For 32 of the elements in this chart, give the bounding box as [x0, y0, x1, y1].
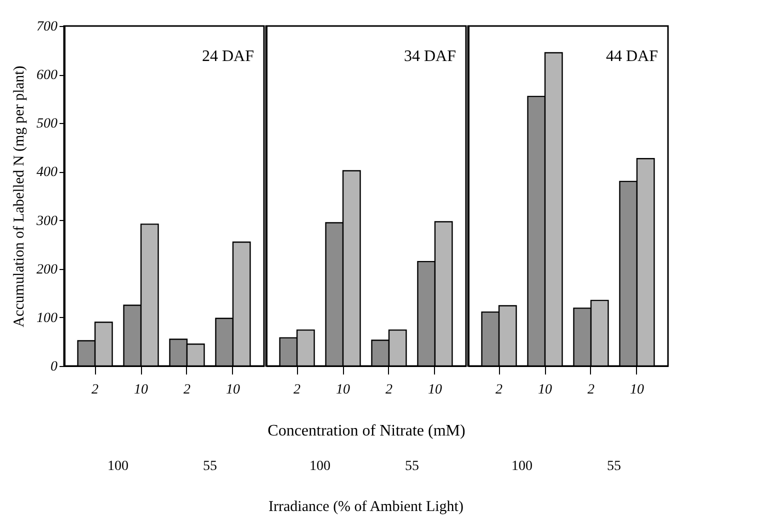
x-tick-label: 2	[496, 382, 503, 398]
text: 24 DAF	[202, 48, 254, 65]
y-tick-label: 700	[36, 20, 58, 34]
text: 100	[512, 459, 533, 474]
text: 55	[404, 459, 419, 474]
x-tick-label: 2	[587, 382, 594, 398]
y-tick-label: 0	[50, 360, 58, 374]
x-tick-label: 2	[92, 382, 99, 398]
x-tick-label: 10	[226, 382, 240, 398]
x-tick-label: 10	[538, 382, 552, 398]
x-tick-label: 2	[385, 382, 392, 398]
x-axis-title: Concentration of Nitrate (mM)	[268, 422, 466, 440]
y-axis-title: Accumulation of Labelled N (mg per plant)	[12, 66, 28, 328]
text: 55	[202, 459, 217, 474]
text: 34 DAF	[404, 48, 456, 65]
y-tick-label: 300	[36, 214, 58, 229]
y-tick-label: 100	[36, 310, 58, 326]
text: 55	[606, 459, 621, 474]
text: 100	[108, 459, 129, 474]
x-tick-label: 2	[183, 382, 190, 398]
text: 100	[310, 459, 331, 474]
x-tick-label: 10	[428, 382, 442, 398]
y-tick-label: 500	[36, 116, 58, 132]
y-tick-label: 400	[36, 165, 58, 180]
y-tick-label: 200	[36, 262, 58, 278]
x-tick-label: 10	[630, 382, 644, 398]
x-tick-label: 2	[294, 382, 301, 398]
x-tick-label: 10	[134, 382, 148, 398]
y-tick-label: 600	[36, 68, 58, 84]
text: Irradiance (% of Ambient Light)	[268, 499, 464, 515]
text: 44 DAF	[606, 48, 658, 65]
x-tick-label: 10	[336, 382, 350, 398]
